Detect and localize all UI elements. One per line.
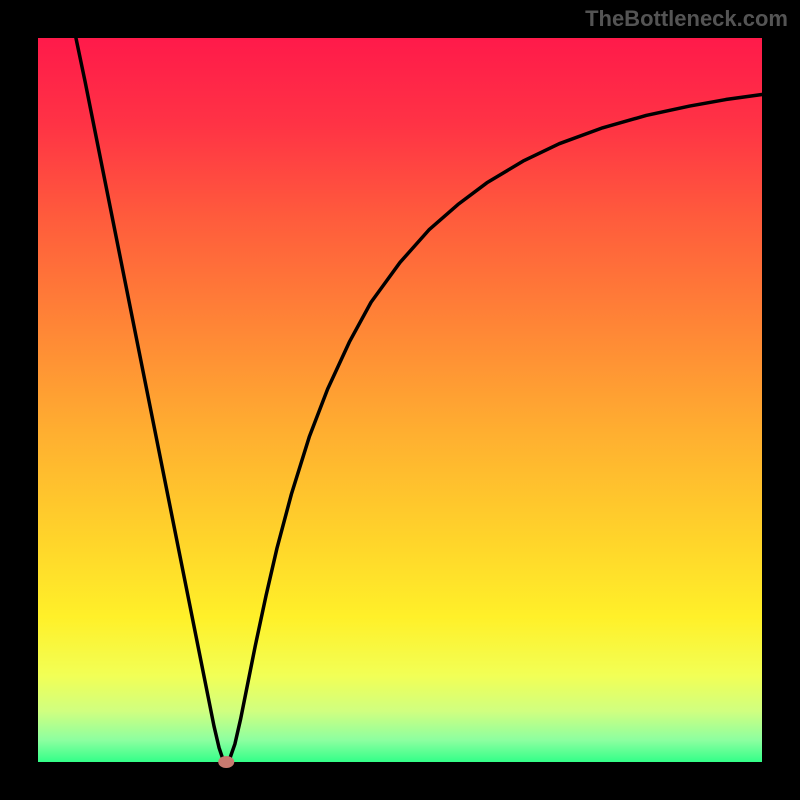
bottleneck-chart: TheBottleneck.com [0,0,800,800]
minimum-marker [218,756,234,768]
plot-background [38,38,762,762]
chart-svg [0,0,800,800]
watermark-text: TheBottleneck.com [585,6,788,32]
